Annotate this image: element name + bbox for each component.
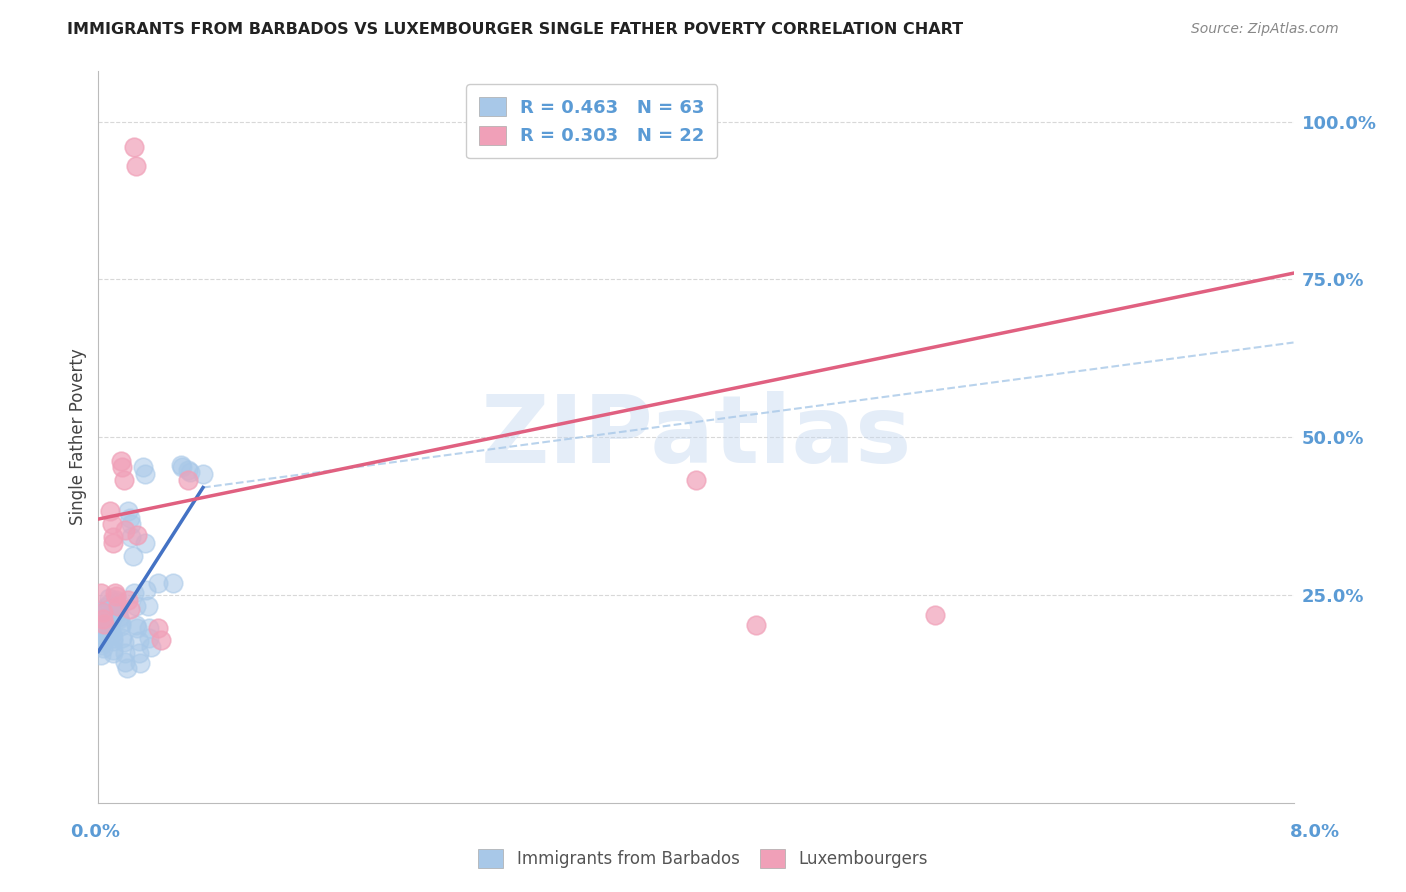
Point	[94, 603, 117, 617]
Point	[148, 621, 170, 635]
Point	[125, 159, 148, 173]
Point	[135, 582, 157, 597]
Point	[98, 504, 122, 518]
Text: 0.0%: 0.0%	[70, 822, 121, 840]
Point	[112, 635, 135, 649]
Legend: R = 0.463   N = 63, R = 0.303   N = 22: R = 0.463 N = 63, R = 0.303 N = 22	[465, 84, 717, 158]
Point	[101, 627, 124, 641]
Y-axis label: Single Father Poverty: Single Father Poverty	[69, 349, 87, 525]
Point	[105, 592, 128, 607]
Point	[90, 638, 112, 652]
Point	[90, 648, 112, 662]
Point	[118, 510, 141, 524]
Point	[101, 612, 124, 626]
Point	[112, 473, 135, 487]
Point	[110, 454, 132, 468]
Point	[148, 576, 170, 591]
Point	[90, 635, 112, 649]
Point	[127, 528, 149, 542]
Point	[96, 609, 118, 624]
Point	[105, 589, 128, 603]
Point	[103, 536, 125, 550]
Point	[115, 661, 138, 675]
Point	[97, 597, 120, 611]
Point	[105, 595, 128, 609]
Point	[745, 618, 768, 632]
Point	[125, 599, 148, 613]
Point	[107, 601, 129, 615]
Point	[90, 586, 112, 600]
Point	[127, 621, 149, 635]
Point	[924, 607, 946, 622]
Point	[108, 612, 131, 626]
Point	[128, 646, 150, 660]
Point	[91, 619, 114, 633]
Point	[120, 530, 142, 544]
Point	[96, 606, 118, 620]
Point	[94, 600, 117, 615]
Legend: Immigrants from Barbados, Luxembourgers: Immigrants from Barbados, Luxembourgers	[472, 843, 934, 875]
Point	[107, 599, 129, 613]
Point	[114, 655, 136, 669]
Point	[98, 618, 122, 632]
Point	[132, 460, 155, 475]
Point	[93, 633, 115, 648]
Point	[103, 631, 125, 645]
Point	[120, 517, 142, 532]
Point	[685, 473, 707, 487]
Point	[91, 625, 114, 640]
Point	[114, 646, 136, 660]
Point	[150, 633, 173, 648]
Point	[110, 616, 132, 631]
Point	[111, 631, 134, 645]
Point	[103, 646, 125, 660]
Point	[101, 517, 124, 532]
Point	[128, 633, 150, 648]
Point	[134, 467, 156, 481]
Point	[93, 617, 115, 632]
Point	[91, 613, 114, 627]
Point	[134, 536, 156, 550]
Point	[179, 465, 201, 479]
Point	[91, 641, 114, 656]
Point	[103, 530, 125, 544]
Point	[136, 599, 159, 613]
Text: IMMIGRANTS FROM BARBADOS VS LUXEMBOURGER SINGLE FATHER POVERTY CORRELATION CHART: IMMIGRANTS FROM BARBADOS VS LUXEMBOURGER…	[67, 22, 963, 37]
Point	[117, 592, 139, 607]
Point	[90, 629, 112, 643]
Point	[103, 643, 125, 657]
Point	[129, 656, 152, 670]
Point	[124, 140, 146, 154]
Point	[91, 612, 114, 626]
Point	[177, 463, 200, 477]
Point	[97, 591, 120, 605]
Point	[110, 619, 132, 633]
Point	[138, 620, 160, 634]
Point	[138, 631, 160, 645]
Point	[104, 586, 127, 600]
Point	[191, 467, 214, 481]
Text: Source: ZipAtlas.com: Source: ZipAtlas.com	[1191, 22, 1339, 37]
Point	[114, 524, 136, 538]
Point	[177, 473, 200, 487]
Point	[139, 640, 162, 654]
Point	[162, 576, 184, 591]
Text: 8.0%: 8.0%	[1289, 822, 1340, 840]
Point	[107, 606, 129, 620]
Point	[108, 609, 131, 624]
Point	[172, 460, 194, 475]
Point	[111, 460, 134, 475]
Point	[98, 621, 122, 635]
Point	[91, 606, 114, 620]
Point	[117, 504, 139, 518]
Text: ZIPatlas: ZIPatlas	[481, 391, 911, 483]
Point	[125, 618, 148, 632]
Point	[121, 549, 143, 563]
Point	[169, 458, 191, 473]
Point	[118, 601, 141, 615]
Point	[103, 633, 125, 648]
Point	[124, 586, 146, 600]
